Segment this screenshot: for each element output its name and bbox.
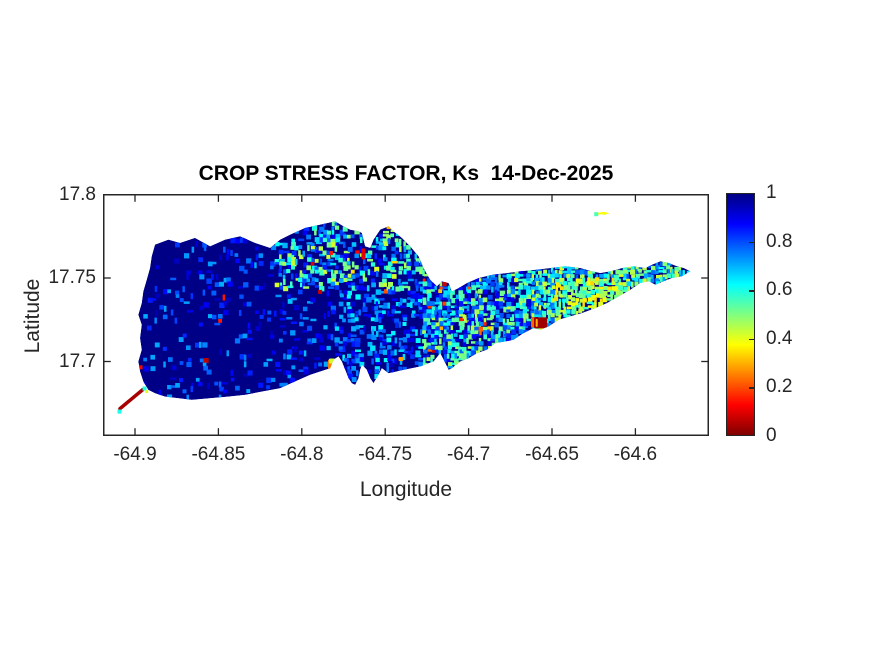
y-tick-label: 17.7: [59, 350, 96, 372]
colorbar-tick-label: 0.8: [766, 230, 793, 252]
colorbar-tick-label: 1: [766, 182, 777, 203]
y-tick-label: 17.8: [59, 183, 96, 205]
x-tick-label: -64.85: [191, 444, 246, 465]
hotspot-lagoon-yellow-fringe: [329, 358, 335, 364]
x-tick-label: -64.7: [446, 444, 491, 465]
hotspot-north-coast-dot: [329, 251, 334, 255]
colorbar-tick: [749, 241, 754, 244]
x-tick-label: -64.6: [613, 444, 658, 465]
x-tick-label: -64.65: [525, 444, 579, 465]
colorbar-tick: [749, 290, 754, 292]
colorbar-tick-label: 0.6: [766, 279, 793, 301]
hotspot-speck-3: [467, 286, 471, 290]
x-tick-label: -64.75: [358, 444, 413, 465]
buck-island: [594, 211, 610, 216]
hotspot-great-pond-stripe: [535, 318, 538, 327]
x-tick-label: -64.8: [280, 444, 324, 465]
plot-area: [103, 193, 709, 436]
axes-box: [103, 193, 709, 436]
colorbar: [726, 193, 755, 436]
hotspot-speck-1: [422, 278, 426, 282]
hotspot-salt-river-dash: [361, 248, 366, 260]
hotspot-south-coast-dot: [398, 357, 404, 361]
colorbar-tick-label: 0.4: [766, 327, 793, 349]
plot-title: CROP STRESS FACTOR, Ks 14-Dec-2025: [198, 162, 614, 185]
sandy-point-spit: [118, 388, 145, 411]
hotspot-east-arm-dash: [644, 247, 651, 251]
x-tick-label: -64.9: [113, 444, 157, 465]
colorbar-tick-label: 0.2: [766, 376, 793, 398]
y-tick-label: 17.75: [48, 267, 96, 288]
hotspot-speck-2: [439, 286, 443, 290]
colorbar-tick: [749, 338, 754, 341]
colorbar-tick-label: 0: [766, 425, 777, 446]
colorbar-tick: [749, 387, 754, 389]
hotspot-lagoon-red-core: [333, 364, 341, 372]
island-heatmap: [103, 193, 709, 436]
x-axis-label: Longitude: [359, 478, 453, 501]
hotspot-speck-4: [490, 268, 494, 272]
hotspot-north-headland-dot: [386, 225, 392, 230]
island-raster: [138, 221, 691, 400]
